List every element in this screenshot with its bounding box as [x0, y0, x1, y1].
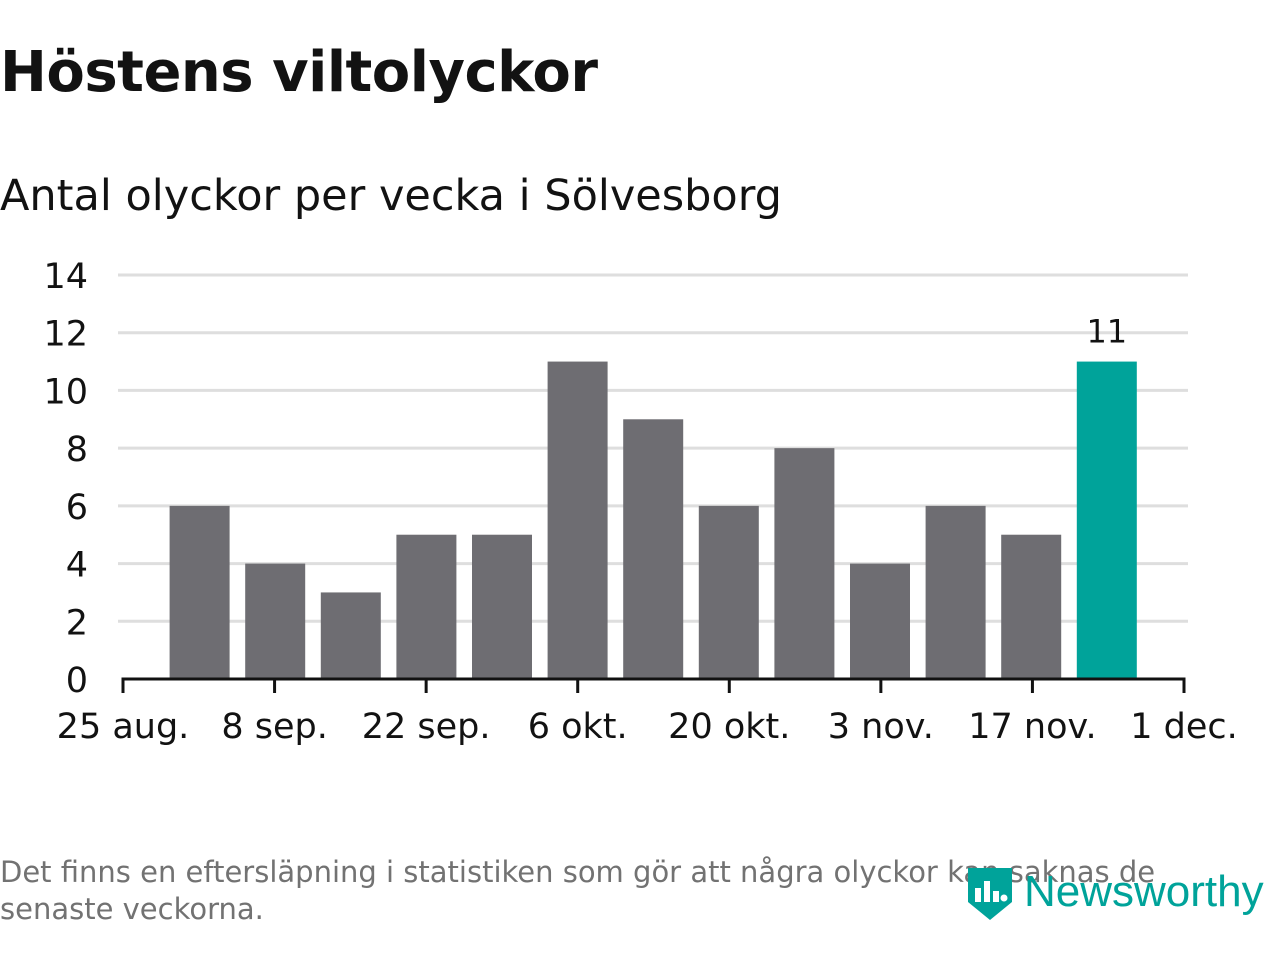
- bar-1-sep: [169, 505, 230, 679]
- y-tick-label: 6: [66, 488, 88, 528]
- chart-title: Höstens viltolyckor: [0, 40, 598, 105]
- brand-name: Newsworthy: [1024, 867, 1264, 916]
- y-tick-label: 8: [66, 430, 88, 470]
- x-tick-label: 17 nov.: [968, 707, 1096, 747]
- x-tick-label: 1 dec.: [1130, 707, 1238, 747]
- data-labels: 11: [1086, 313, 1127, 351]
- x-tick-label: 3 nov.: [828, 707, 934, 747]
- bar-24-nov: [1076, 361, 1137, 679]
- y-tick-label: 0: [66, 661, 88, 701]
- bar-8-sep: [245, 563, 306, 679]
- y-tick-label: 14: [43, 257, 88, 297]
- brand-logo: Newsworthy: [964, 858, 1264, 926]
- footnote: Det finns en eftersläpning i statistiken…: [0, 855, 1156, 926]
- bar-3-nov: [850, 563, 910, 679]
- bar-29-sep: [472, 534, 532, 679]
- x-tick-label: 6 okt.: [528, 707, 628, 747]
- x-tick-label: 22 sep.: [362, 707, 491, 747]
- chart-subtitle: Antal olyckor per vecka i Sölvesborg: [0, 171, 782, 221]
- bar-22-sep: [396, 534, 457, 679]
- bar-17-nov: [1001, 534, 1062, 679]
- bar-15-sep: [320, 592, 381, 679]
- x-tick-label: 25 aug.: [57, 707, 190, 747]
- bar-10-nov: [925, 505, 986, 679]
- bar-27-okt: [774, 448, 835, 679]
- y-axis-ticks: 0 2 4 6 8 10 12 14: [43, 257, 88, 701]
- bar-value-label: 11: [1086, 313, 1127, 351]
- y-tick-label: 2: [66, 603, 88, 643]
- bar-13-okt: [623, 419, 684, 679]
- newsworthy-logo-icon: [968, 868, 1012, 920]
- y-tick-label: 10: [43, 372, 88, 412]
- x-tick-label: 8 sep.: [221, 707, 328, 747]
- x-axis: 25 aug. 8 sep. 22 sep. 6 okt. 20 okt. 3 nov. 1…: [57, 677, 1238, 747]
- bar-6-okt: [547, 361, 608, 679]
- bars: [169, 361, 1137, 679]
- x-tick-label: 20 okt.: [668, 707, 790, 747]
- y-tick-label: 4: [66, 546, 88, 586]
- y-tick-label: 12: [43, 315, 88, 355]
- bar-20-okt: [698, 505, 759, 679]
